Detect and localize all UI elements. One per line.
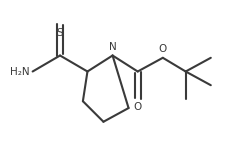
Text: O: O (134, 102, 142, 112)
Text: H₂N: H₂N (10, 66, 30, 77)
Text: S: S (57, 28, 63, 38)
Text: O: O (159, 44, 167, 54)
Text: N: N (109, 42, 117, 52)
